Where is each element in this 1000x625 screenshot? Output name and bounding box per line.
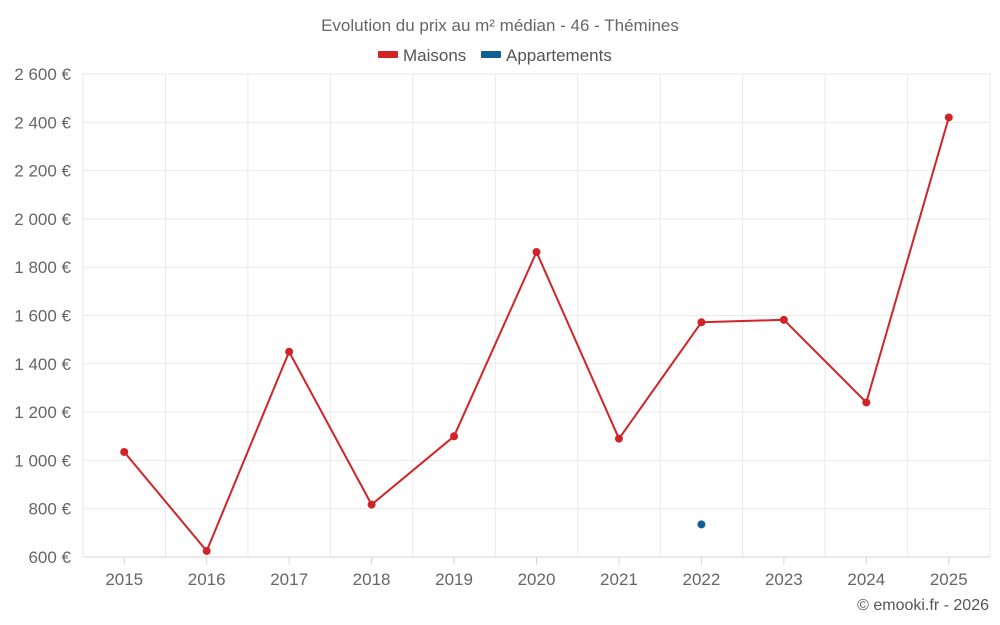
y-tick-label: 2 400 €: [14, 113, 71, 132]
y-tick-label: 1 200 €: [14, 403, 71, 422]
legend-label-maisons: Maisons: [403, 46, 466, 65]
data-point-maisons[interactable]: [532, 247, 541, 256]
y-axis-ticks: 600 € 800 € 1 000 € 1 200 € 1 400 € 1 600 € 1 …: [14, 65, 71, 567]
data-point-maisons[interactable]: [120, 447, 129, 456]
chart-title: Evolution du prix au m² médian - 46 - Th…: [321, 16, 679, 35]
x-tick-label: 2015: [105, 570, 143, 589]
y-tick-label: 2 600 €: [14, 65, 71, 84]
x-tick-label: 2023: [765, 570, 803, 589]
data-point-maisons[interactable]: [367, 500, 376, 509]
data-point-maisons[interactable]: [779, 315, 788, 324]
data-point-maisons[interactable]: [862, 398, 871, 407]
x-tick-label: 2017: [270, 570, 308, 589]
data-point-maisons[interactable]: [450, 432, 459, 441]
y-tick-label: 2 200 €: [14, 162, 71, 181]
legend-label-appartements: Appartements: [506, 46, 612, 65]
x-tick-label: 2018: [353, 570, 391, 589]
data-point-maisons[interactable]: [614, 434, 623, 443]
y-tick-label: 1 000 €: [14, 451, 71, 470]
y-tick-label: 2 000 €: [14, 210, 71, 229]
legend-swatch-appartements: [481, 51, 501, 58]
data-point-appartements[interactable]: [697, 520, 706, 529]
data-point-maisons[interactable]: [944, 113, 953, 122]
credit-text: © emooki.fr - 2026: [857, 597, 989, 614]
x-tick-label: 2025: [930, 570, 968, 589]
data-point-maisons[interactable]: [202, 546, 211, 555]
x-axis-ticks: 2015 2016 2017 2018 2019 2020 2021 2022 2023 2024…: [105, 557, 968, 589]
y-tick-label: 1 600 €: [14, 307, 71, 326]
series-maisons: [120, 113, 953, 555]
x-tick-label: 2022: [682, 570, 720, 589]
series: [120, 113, 953, 555]
legend: Maisons Appartements: [378, 46, 612, 65]
x-tick-label: 2021: [600, 570, 638, 589]
x-tick-label: 2024: [847, 570, 885, 589]
x-tick-label: 2019: [435, 570, 473, 589]
data-point-maisons[interactable]: [285, 347, 294, 356]
data-point-maisons[interactable]: [697, 318, 706, 327]
x-tick-label: 2016: [188, 570, 226, 589]
legend-swatch-maisons: [378, 51, 398, 58]
y-tick-label: 1 800 €: [14, 258, 71, 277]
x-tick-label: 2020: [518, 570, 556, 589]
series-appartements: [697, 520, 706, 529]
y-tick-label: 800 €: [28, 500, 71, 519]
legend-item-appartements[interactable]: Appartements: [481, 46, 612, 65]
y-tick-label: 1 400 €: [14, 355, 71, 374]
y-tick-label: 600 €: [28, 548, 71, 567]
legend-item-maisons[interactable]: Maisons: [378, 46, 466, 65]
gridlines: [82, 73, 991, 558]
